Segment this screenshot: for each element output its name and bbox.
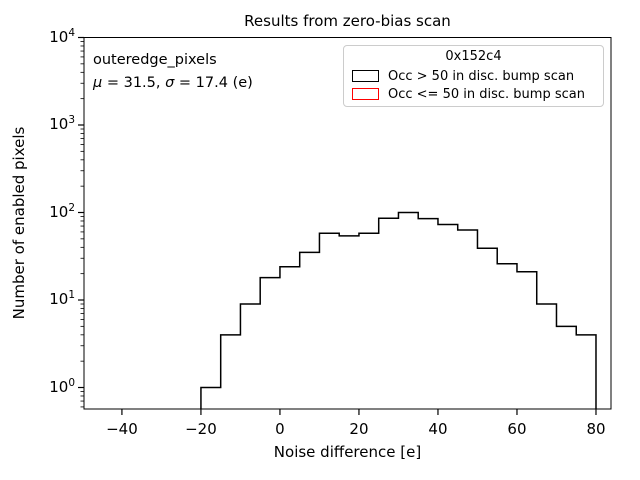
histogram-step-series — [200, 211, 597, 409]
annotation-dataset-label: outeredge_pixels — [93, 52, 217, 68]
legend-entry-occ-gt-50: Occ > 50 in disc. bump scan — [352, 67, 595, 85]
mu-symbol: μ — [93, 75, 103, 91]
x-tick-label: 80 — [586, 420, 606, 438]
legend-swatch-occ-le-50 — [352, 88, 379, 100]
annotation: outeredge_pixels μ = 31.5, σ = 17.4 (e) — [93, 49, 253, 95]
legend-swatch-occ-gt-50 — [352, 70, 379, 82]
axes-frame — [83, 37, 612, 410]
mu-value: = 31.5, — [102, 75, 166, 91]
x-tick-label: −20 — [185, 420, 217, 438]
legend-entry-occ-le-50: Occ <= 50 in disc. bump scan — [352, 85, 595, 103]
y-tick-label: 102 — [49, 201, 75, 221]
legend: 0x152c4 Occ > 50 in disc. bump scan Occ … — [343, 45, 604, 107]
y-tick-label: 101 — [49, 289, 75, 308]
x-tick-label: 60 — [507, 420, 527, 438]
sigma-value: = 17.4 (e) — [174, 75, 253, 91]
legend-title: 0x152c4 — [445, 49, 502, 64]
x-tick-label: 0 — [275, 420, 285, 438]
legend-label-occ-gt-50: Occ > 50 in disc. bump scan — [388, 68, 575, 84]
annotation-stats: μ = 31.5, σ = 17.4 (e) — [93, 72, 253, 95]
x-tick-label: 20 — [349, 420, 369, 438]
y-tick-label: 103 — [49, 114, 75, 133]
chart-title: Results from zero-bias scan — [244, 12, 451, 30]
x-axis-label: Noise difference [e] — [273, 443, 422, 461]
legend-label-occ-le-50: Occ <= 50 in disc. bump scan — [388, 86, 585, 102]
sigma-symbol: σ — [165, 75, 175, 91]
y-tick-label: 104 — [49, 26, 75, 46]
x-tick-label: −40 — [106, 420, 138, 438]
x-tick-label: 40 — [428, 420, 448, 438]
y-tick-label: 100 — [49, 376, 75, 396]
